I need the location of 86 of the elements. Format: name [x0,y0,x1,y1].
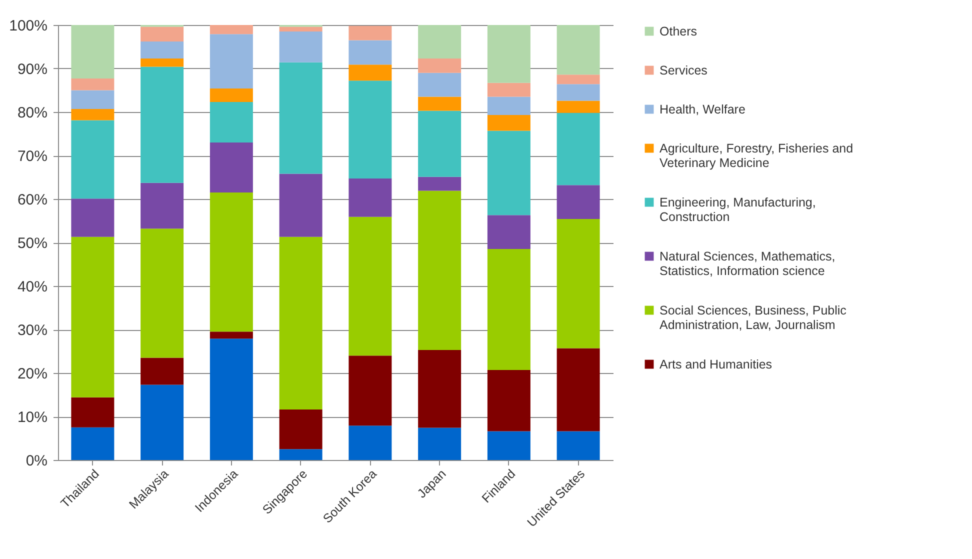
bar [556,100,600,113]
y-tick-label: 100% [9,18,48,34]
y-tick-label: 10% [17,409,48,426]
bar [210,338,253,460]
bar [418,350,462,428]
bar [279,174,322,237]
y-tick-label: 30% [17,322,48,339]
y-tick-label: 80% [17,104,48,122]
bar [348,216,392,356]
bar [556,185,600,220]
bar [279,449,322,460]
bar [348,64,392,81]
y-tick-label: 0% [26,452,48,470]
bar [487,130,530,216]
bar [140,384,184,460]
bar [71,25,114,79]
bar [140,58,184,67]
bar [556,112,600,186]
bar [418,58,462,73]
bar [487,25,530,83]
bar [487,249,530,370]
bar [348,426,392,460]
bar [279,26,322,32]
legend-label: Natural Sciences, Mathematics, Statistics, Information science [660,249,836,278]
bar [140,66,184,183]
bar [556,348,600,432]
bar [71,397,114,428]
bar [210,332,253,339]
bar [418,110,462,177]
bar [140,358,184,385]
bar [279,410,322,450]
bar [210,34,253,89]
bar [348,26,392,40]
bar [71,78,114,90]
bar [140,26,184,42]
bar [418,176,462,191]
bar [348,178,392,217]
bar [140,182,184,229]
legend-label: Services [660,63,708,78]
y-tick-label: 90% [17,61,48,78]
bar [556,431,600,460]
bar [418,96,462,111]
bar [71,236,114,398]
bar [279,62,322,174]
bar [71,427,114,460]
legend-label: Others [660,24,698,38]
bar [279,32,322,62]
bar [210,192,253,332]
bar [210,88,253,102]
bar [140,42,184,58]
bar [71,120,114,199]
bar [71,198,114,237]
bar [418,25,462,58]
bar [71,90,114,109]
y-tick-label: 40% [17,278,48,296]
y-tick-label: 20% [17,366,48,382]
bar [487,370,530,432]
y-tick-label: 70% [17,148,48,165]
bar [210,102,253,142]
bar [556,219,600,348]
bar [556,25,600,75]
y-tick-label: 60% [17,192,48,208]
bar [418,72,462,97]
bar [71,108,114,120]
bar [210,142,253,192]
legend-label: Engineering, Manufacturing, Construction [660,195,816,224]
bar [418,428,462,460]
bar [556,74,600,84]
bar [279,236,322,410]
legend-label: Health, Welfare [660,102,746,116]
bar [487,96,530,116]
bar [556,84,600,101]
bar [348,80,392,179]
y-tick-label: 50% [17,235,48,252]
bar [487,82,530,97]
bar [140,228,184,358]
bar [348,40,392,65]
bar [487,431,530,460]
bar [487,215,530,250]
legend-label: Social Sciences, Business, Public Administration, Law, Journalism [660,303,846,332]
legend-label: Arts and Humanities [660,357,772,372]
bar [348,356,392,426]
legend-label: Agriculture, Forestry, Fisheries and Veterinary Medicine [660,141,854,170]
bar [487,115,530,131]
bar [418,190,462,350]
bar [210,25,253,34]
